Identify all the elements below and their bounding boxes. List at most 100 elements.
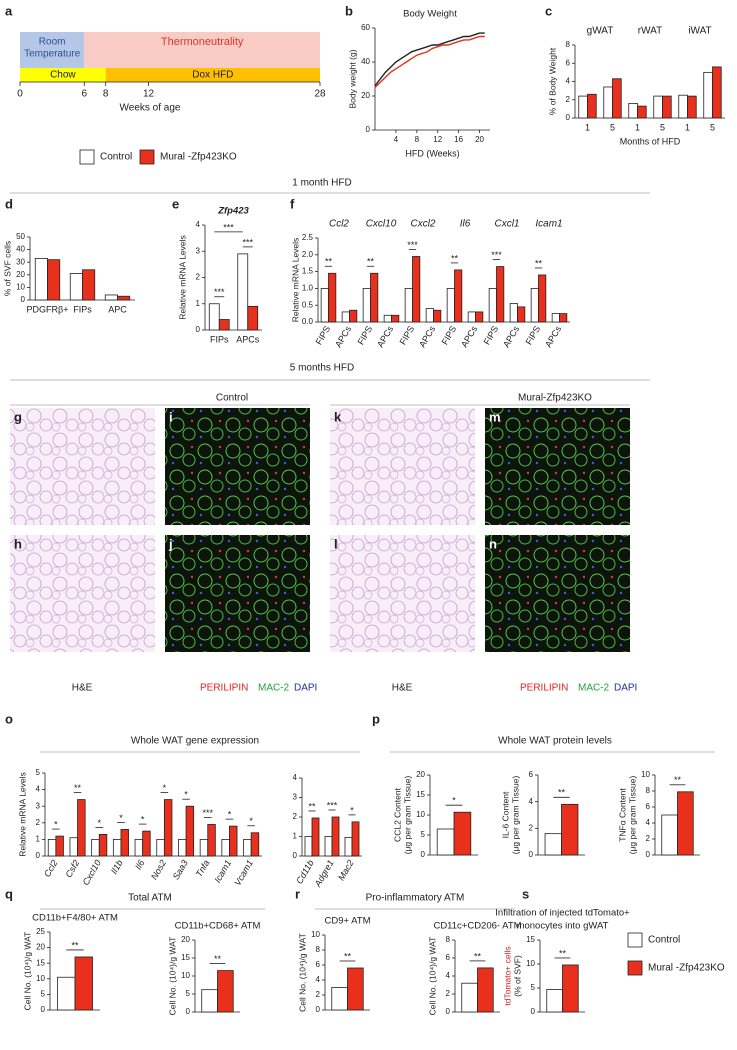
y-tick-label: 0 bbox=[196, 325, 201, 334]
histology-image bbox=[330, 408, 475, 525]
y-tick-label: 3 bbox=[293, 793, 298, 802]
caption: PERILIPIN bbox=[520, 683, 568, 694]
panel-label: r bbox=[295, 886, 300, 901]
y-tick-label: 0 bbox=[421, 850, 426, 859]
x-tick-label: 4 bbox=[394, 135, 399, 144]
bar bbox=[320, 287, 329, 323]
y-tick-label: 15 bbox=[181, 953, 190, 962]
bar bbox=[653, 95, 663, 119]
significance-label: ** bbox=[474, 951, 482, 961]
bar bbox=[247, 305, 259, 331]
caption: DAPI bbox=[294, 683, 317, 694]
section-header: 1 month HFD bbox=[292, 178, 351, 189]
x-tick-label: APCs bbox=[333, 324, 353, 349]
y-tick-label: 2 bbox=[196, 273, 201, 282]
x-tick-label: APCs bbox=[459, 324, 479, 349]
y-axis-label: Relative mRNA Levels bbox=[290, 238, 300, 323]
significance-label: *** bbox=[407, 240, 418, 250]
y-tick-label: 8 bbox=[316, 945, 321, 954]
y-tick-label: 10 bbox=[181, 971, 190, 980]
x-tick-label: FIPS bbox=[398, 324, 417, 346]
bar bbox=[562, 964, 579, 1013]
significance-label: * bbox=[163, 783, 167, 793]
y-tick-label: 10 bbox=[16, 283, 25, 292]
bar bbox=[544, 833, 562, 856]
bar bbox=[461, 982, 478, 1013]
y-tick-label: 10 bbox=[36, 974, 45, 983]
group-label: Cxcl10 bbox=[366, 219, 397, 230]
group-label: Icam1 bbox=[535, 219, 562, 230]
bar bbox=[142, 830, 151, 857]
chart-title: monocytes into gWAT bbox=[517, 921, 609, 932]
y-tick-label: 0 bbox=[446, 1007, 451, 1016]
x-tick-label: Tnfa bbox=[194, 858, 212, 879]
y-tick-label: 15 bbox=[36, 958, 45, 967]
bar bbox=[347, 967, 364, 1011]
bar bbox=[446, 287, 455, 323]
bar bbox=[349, 309, 358, 323]
y-tick-label: 1 bbox=[293, 832, 298, 841]
y-tick-label: 10 bbox=[311, 930, 320, 939]
y-tick-label: 0 bbox=[529, 850, 534, 859]
significance-label: ** bbox=[74, 783, 82, 793]
y-axis-label: Relative mRNA Levels bbox=[177, 235, 187, 320]
panel-label: k bbox=[334, 409, 342, 424]
bar bbox=[201, 989, 218, 1013]
bar bbox=[218, 319, 230, 331]
y-axis-label: Cell No. (10⁴)/g WAT bbox=[427, 937, 437, 1016]
bar bbox=[578, 95, 588, 119]
y-tick-label: 1 bbox=[196, 299, 201, 308]
bar bbox=[344, 837, 353, 857]
timeline-label: Dox HFD bbox=[192, 70, 233, 81]
y-tick-label: 2 bbox=[446, 989, 451, 998]
bar bbox=[496, 266, 505, 323]
panel-label: i bbox=[169, 409, 173, 424]
bar bbox=[47, 839, 57, 857]
bar bbox=[412, 256, 421, 323]
x-tick-label: Icam1 bbox=[212, 858, 233, 884]
significance-label: *** bbox=[242, 237, 253, 247]
fluorescence-image bbox=[165, 535, 310, 652]
section-title: Whole WAT protein levels bbox=[498, 736, 612, 747]
chart-title: Zfp423 bbox=[217, 206, 249, 217]
timeline-xlabel: Weeks of age bbox=[120, 103, 181, 114]
y-tick-label: 15 bbox=[416, 790, 425, 799]
panel-label: n bbox=[489, 536, 497, 551]
bar bbox=[311, 817, 320, 857]
bar bbox=[436, 828, 455, 856]
bar bbox=[221, 839, 230, 857]
x-tick-label: APCs bbox=[375, 324, 395, 349]
significance-label: * bbox=[249, 816, 253, 826]
section-title: Total ATM bbox=[128, 893, 172, 904]
bar bbox=[104, 294, 118, 301]
y-tick-label: 40 bbox=[361, 57, 370, 66]
section-header: 5 months HFD bbox=[290, 363, 354, 374]
significance-label: * bbox=[97, 818, 101, 828]
group-label: Ccl2 bbox=[329, 219, 349, 230]
x-tick-label: Adgre1 bbox=[312, 858, 336, 889]
bar bbox=[304, 836, 313, 857]
histology-images bbox=[10, 408, 630, 652]
bar bbox=[404, 287, 413, 323]
bar bbox=[229, 825, 238, 857]
bar bbox=[156, 839, 165, 857]
x-tick-label: Csf2 bbox=[63, 858, 81, 879]
panel-label: a bbox=[5, 3, 13, 18]
x-tick-label: APCs bbox=[236, 334, 260, 344]
bar bbox=[55, 835, 64, 857]
y-tick-label: 6 bbox=[646, 802, 651, 811]
panel-label: g bbox=[14, 409, 22, 424]
bar bbox=[475, 311, 484, 323]
x-tick-label: FIPS bbox=[440, 324, 459, 346]
y-tick-label: 6 bbox=[446, 953, 451, 962]
panel-label: j bbox=[168, 536, 173, 551]
y-tick-label: 60 bbox=[361, 23, 370, 32]
bar bbox=[117, 295, 131, 301]
y-tick-label: 4 bbox=[293, 773, 298, 782]
panel-label: c bbox=[545, 3, 552, 18]
y-tick-label: 30 bbox=[16, 257, 25, 266]
bar bbox=[603, 86, 613, 119]
y-tick-label: 0 bbox=[366, 125, 371, 134]
bar bbox=[82, 269, 96, 301]
x-tick-label: Vcam1 bbox=[232, 858, 255, 887]
